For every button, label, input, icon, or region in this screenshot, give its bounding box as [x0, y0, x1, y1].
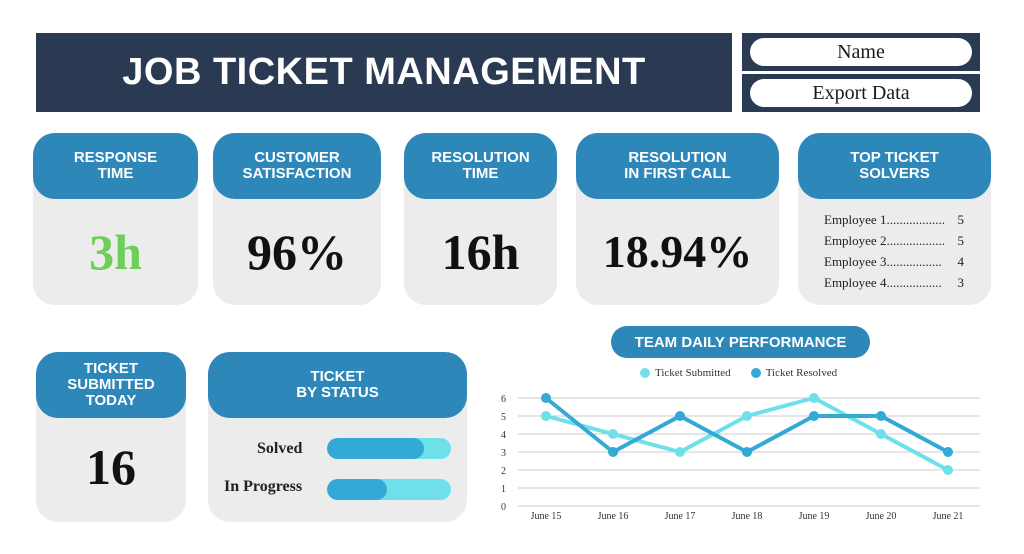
tickets-today-value: 16: [86, 439, 136, 495]
resolution-time-value: 16h: [441, 224, 520, 280]
data-point-resolved: [541, 393, 551, 403]
resolution-first-call-label: RESOLUTION IN FIRST CALL: [576, 133, 779, 199]
data-point-resolved: [742, 447, 752, 457]
solver-row: Employee 4................. 3: [824, 275, 964, 291]
legend-dot-resolved: [750, 368, 761, 378]
status-bar-in-progress: [327, 479, 451, 500]
performance-line-chart: 0 1 2 3 4 5 6 June 15 June 16 June 17 June 18 June …: [501, 393, 980, 522]
data-point-resolved: [876, 411, 886, 421]
data-point-submitted: [608, 429, 618, 439]
top-solvers-label: TOP TICKET SOLVERS: [798, 133, 991, 199]
status-bar-fill: [327, 479, 387, 500]
response-time-card: RESPONSE TIME 3h: [33, 133, 198, 305]
name-field[interactable]: Name: [750, 38, 972, 66]
y-tick-label: 6: [501, 394, 506, 405]
tickets-today-label: TICKET SUBMITTED TODAY: [36, 352, 186, 418]
legend-item-submitted: Ticket Submitted: [640, 367, 731, 379]
y-tick-label: 2: [501, 466, 506, 477]
solver-row: Employee 2.................. 5: [824, 233, 964, 249]
chart-legend: Ticket Submitted Ticket Resolved: [640, 366, 860, 380]
x-tick-label: June 20: [866, 511, 897, 522]
response-time-label: RESPONSE TIME: [33, 133, 198, 199]
customer-satisfaction-card: CUSTOMER SATISFACTION 96%: [213, 133, 381, 305]
top-solvers-card: TOP TICKET SOLVERS Employee 1...........…: [798, 133, 991, 305]
export-data-button[interactable]: Export Data: [750, 79, 972, 107]
data-point-resolved: [675, 411, 685, 421]
legend-label-submitted: Ticket Submitted: [655, 367, 731, 379]
data-point-submitted: [541, 411, 551, 421]
series-line-resolved: [544, 396, 949, 454]
resolution-time-label: RESOLUTION TIME: [404, 133, 557, 199]
solver-count: 5: [957, 212, 965, 227]
status-bar-fill: [327, 438, 424, 459]
solver-name: Employee 4.................: [824, 275, 942, 290]
solver-name: Employee 1..................: [824, 212, 945, 227]
data-point-submitted: [943, 465, 953, 475]
name-field-container: Name: [742, 33, 980, 71]
y-tick-label: 5: [501, 412, 506, 423]
x-tick-label: June 19: [799, 511, 830, 522]
y-tick-label: 0: [501, 502, 506, 513]
status-label-solved: Solved: [257, 440, 303, 457]
response-time-value: 3h: [89, 224, 142, 280]
data-point-submitted: [675, 447, 685, 457]
export-container: Export Data: [742, 74, 980, 112]
solver-count: 4: [957, 254, 965, 269]
solver-name: Employee 3.................: [824, 254, 942, 269]
legend-item-resolved: Ticket Resolved: [750, 367, 838, 379]
y-tick-label: 3: [501, 448, 506, 459]
tickets-today-card: TICKET SUBMITTED TODAY 16: [36, 352, 186, 522]
resolution-first-call-card: RESOLUTION IN FIRST CALL 18.94%: [576, 133, 779, 305]
solver-count: 3: [957, 275, 965, 290]
solver-row: Employee 1.................. 5: [824, 212, 964, 228]
status-label-in-progress: In Progress: [224, 478, 303, 495]
resolution-first-call-value: 18.94%: [602, 226, 753, 277]
data-point-resolved: [608, 447, 618, 457]
x-tick-label: June 17: [665, 511, 696, 522]
x-tick-label: June 16: [598, 511, 629, 522]
status-bar-solved: [327, 438, 451, 459]
data-point-submitted: [876, 429, 886, 439]
y-tick-label: 4: [501, 430, 506, 441]
performance-title: TEAM DAILY PERFORMANCE: [611, 326, 870, 358]
solver-name: Employee 2..................: [824, 233, 945, 248]
y-tick-label: 1: [501, 484, 506, 495]
resolution-time-card: RESOLUTION TIME 16h: [404, 133, 557, 305]
x-tick-label: June 18: [732, 511, 763, 522]
solver-count: 5: [957, 233, 965, 248]
page-title: JOB TICKET MANAGEMENT: [36, 33, 732, 112]
data-point-submitted: [742, 411, 752, 421]
solver-row: Employee 3................. 4: [824, 254, 964, 270]
x-tick-label: June 21: [933, 511, 964, 522]
customer-satisfaction-label: CUSTOMER SATISFACTION: [213, 133, 381, 199]
x-tick-label: June 15: [531, 511, 562, 522]
legend-dot-submitted: [640, 368, 650, 378]
customer-satisfaction-value: 96%: [247, 224, 347, 280]
legend-label-resolved: Ticket Resolved: [765, 367, 838, 379]
data-point-resolved: [943, 447, 953, 457]
data-point-submitted: [809, 393, 819, 403]
data-point-resolved: [809, 411, 819, 421]
ticket-status-label: TICKET BY STATUS: [208, 352, 467, 418]
